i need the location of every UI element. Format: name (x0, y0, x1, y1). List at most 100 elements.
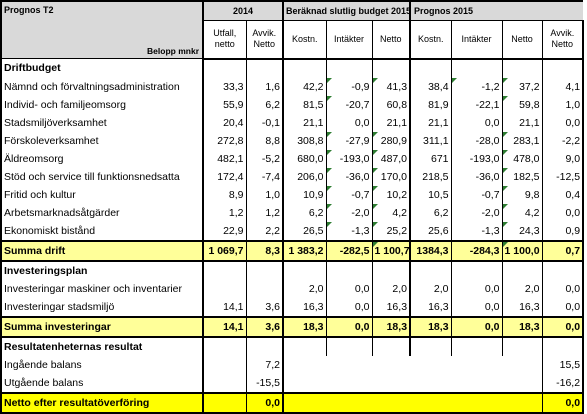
empty-cell[interactable] (450, 336, 503, 356)
col-header-kostn-prognos[interactable]: Kostn. (409, 20, 452, 60)
value-cell[interactable]: 1 100,0 (501, 239, 543, 262)
value-cell[interactable]: 24,3 (501, 221, 543, 241)
value-cell[interactable]: 1,6 (245, 77, 283, 96)
col-header-avvik-2014[interactable]: Avvik. Netto (245, 20, 283, 60)
group-header-budget-2015[interactable]: Beräknad slutlig budget 2015 (281, 0, 411, 21)
empty-cell[interactable] (202, 336, 246, 356)
empty-cell[interactable] (371, 260, 411, 280)
row-label[interactable]: Stadsmiljöverksamhet (0, 113, 203, 132)
empty-cell[interactable] (501, 58, 543, 78)
empty-cell[interactable] (282, 58, 326, 78)
value-cell[interactable]: -7,4 (245, 167, 283, 186)
value-cell[interactable]: 59,8 (501, 95, 543, 114)
empty-cell[interactable] (541, 260, 585, 280)
value-cell[interactable]: 0,0 (541, 297, 585, 317)
empty-cell[interactable] (245, 336, 283, 356)
value-cell[interactable]: 0,0 (541, 113, 585, 132)
value-cell-avvik-2014[interactable]: 7,2 (245, 355, 283, 374)
empty-cell[interactable] (202, 355, 246, 374)
empty-cell[interactable] (541, 58, 585, 78)
value-cell[interactable]: 1 100,7 (371, 239, 411, 262)
value-cell[interactable]: 0,0 (541, 203, 585, 222)
empty-cell[interactable] (202, 391, 246, 414)
value-cell-avvik-2014[interactable]: -15,5 (245, 373, 283, 393)
value-cell[interactable]: 1384,3 (409, 239, 452, 262)
value-cell[interactable]: 4,2 (371, 203, 411, 222)
value-cell[interactable]: 8,8 (245, 131, 283, 150)
value-cell[interactable]: 9,0 (541, 149, 585, 168)
value-cell[interactable]: 1 383,2 (282, 239, 326, 262)
value-cell[interactable]: 0,0 (325, 279, 372, 298)
empty-cell[interactable] (409, 58, 452, 78)
row-label[interactable]: Förskoleverksamhet (0, 131, 203, 150)
col-header-intakter-budget[interactable]: Intäkter (325, 20, 372, 60)
value-cell[interactable]: 26,5 (282, 221, 326, 241)
empty-cell[interactable] (281, 355, 543, 374)
value-cell[interactable]: 6,2 (409, 203, 452, 222)
value-cell[interactable]: 0,0 (450, 315, 503, 338)
value-cell[interactable]: 4,2 (501, 203, 543, 222)
empty-cell[interactable] (325, 260, 372, 280)
value-cell[interactable]: 2,0 (282, 279, 326, 298)
value-cell[interactable]: -0,9 (325, 77, 372, 96)
value-cell[interactable]: 6,2 (282, 203, 326, 222)
empty-cell[interactable] (371, 58, 411, 78)
empty-cell[interactable] (409, 260, 452, 280)
value-cell[interactable]: -20,7 (325, 95, 372, 114)
value-cell[interactable]: 41,3 (371, 77, 411, 96)
value-cell[interactable]: 2,2 (245, 221, 283, 241)
value-cell[interactable]: 170,0 (371, 167, 411, 186)
empty-cell[interactable] (501, 260, 543, 280)
col-header-netto-budget[interactable]: Netto (371, 20, 411, 60)
empty-cell[interactable] (281, 373, 543, 393)
section-resultatenheter[interactable]: Resultatenheternas resultat (0, 336, 203, 356)
value-cell[interactable]: -0,7 (450, 185, 503, 204)
empty-cell[interactable] (281, 391, 543, 414)
empty-cell[interactable] (371, 336, 411, 356)
group-header-2014[interactable]: 2014 (202, 0, 283, 21)
value-cell[interactable]: 38,4 (409, 77, 452, 96)
value-cell[interactable]: 3,6 (245, 297, 283, 317)
col-header-netto-prognos[interactable]: Netto (501, 20, 543, 60)
row-label[interactable]: Summa drift (0, 239, 203, 262)
value-cell[interactable]: -1,2 (450, 77, 503, 96)
empty-cell[interactable] (282, 336, 326, 356)
value-cell[interactable]: 55,9 (202, 95, 246, 114)
value-cell[interactable]: 1 069,7 (202, 239, 246, 262)
value-cell[interactable]: -2,2 (541, 131, 585, 150)
value-cell[interactable]: 18,3 (409, 315, 452, 338)
value-cell[interactable]: 21,1 (371, 113, 411, 132)
value-cell[interactable]: 0,7 (541, 239, 585, 262)
empty-cell[interactable] (245, 260, 283, 280)
col-header-avvik-prognos[interactable]: Avvik. Netto (541, 20, 585, 60)
value-cell[interactable] (202, 279, 246, 298)
value-cell-avvik-2014[interactable]: 0,0 (245, 391, 283, 414)
value-cell[interactable]: 1,2 (245, 203, 283, 222)
value-cell[interactable]: 0,0 (325, 315, 372, 338)
value-cell[interactable]: 10,5 (409, 185, 452, 204)
row-label[interactable]: Nämnd och förvaltningsadministration (0, 77, 203, 96)
value-cell[interactable]: -5,2 (245, 149, 283, 168)
empty-cell[interactable] (450, 58, 503, 78)
value-cell[interactable]: 8,9 (202, 185, 246, 204)
value-cell[interactable]: 0,0 (541, 315, 585, 338)
empty-cell[interactable] (409, 336, 452, 356)
value-cell[interactable]: -1,3 (325, 221, 372, 241)
value-cell[interactable]: 10,2 (371, 185, 411, 204)
empty-cell[interactable] (325, 58, 372, 78)
value-cell[interactable]: 0,0 (450, 279, 503, 298)
value-cell[interactable]: 671 (409, 149, 452, 168)
value-cell[interactable]: 0,0 (541, 279, 585, 298)
value-cell[interactable]: 2,0 (371, 279, 411, 298)
value-cell[interactable]: 0,0 (325, 113, 372, 132)
value-cell[interactable]: 81,5 (282, 95, 326, 114)
empty-cell[interactable] (501, 336, 543, 356)
value-cell[interactable]: 311,1 (409, 131, 452, 150)
value-cell[interactable]: 0,0 (450, 297, 503, 317)
value-cell[interactable]: 280,9 (371, 131, 411, 150)
value-cell[interactable]: -0,7 (325, 185, 372, 204)
value-cell[interactable]: 16,3 (282, 297, 326, 317)
value-cell[interactable]: 0,0 (450, 113, 503, 132)
value-cell[interactable]: 0,9 (541, 221, 585, 241)
value-cell[interactable]: 1,0 (541, 95, 585, 114)
